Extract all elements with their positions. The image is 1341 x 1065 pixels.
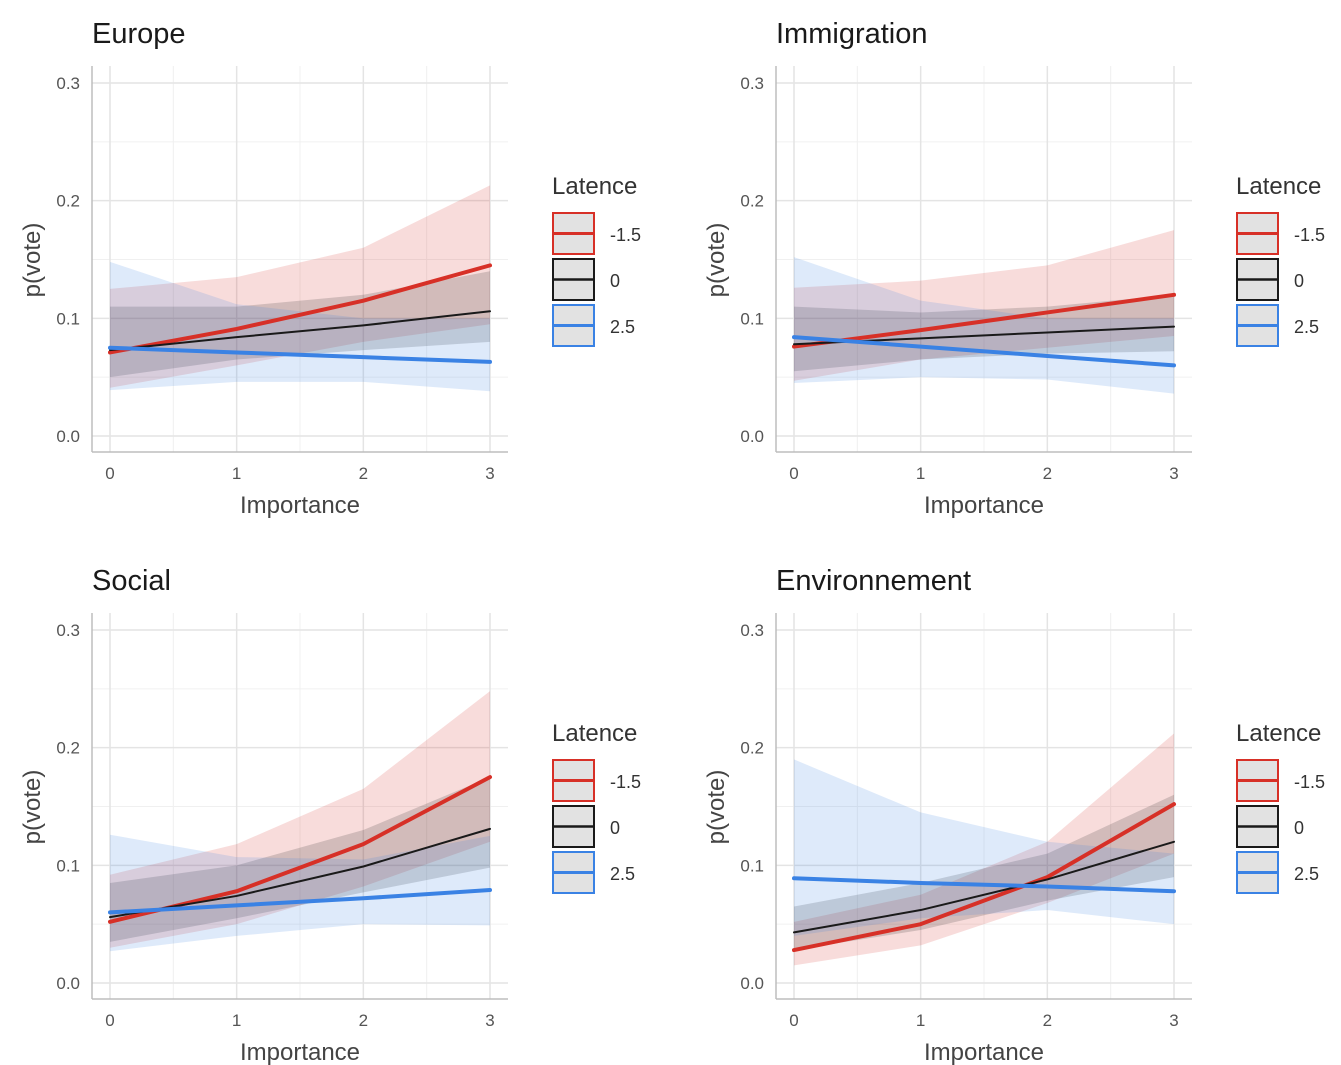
y-tick-label: 0.3 — [56, 74, 80, 93]
x-axis-label: Importance — [240, 492, 360, 519]
x-tick-label: 1 — [232, 1011, 241, 1030]
legend-label-2.5: 2.5 — [1294, 317, 1319, 337]
x-tick-label: 0 — [105, 464, 114, 483]
series-line--1.5 — [792, 292, 1176, 349]
facet-title: Social — [92, 565, 171, 597]
y-tick-label: 0.2 — [740, 192, 764, 211]
y-tick-label: 0.2 — [56, 739, 80, 758]
ci-ribbon-2.5 — [110, 834, 490, 952]
y-tick-label: 0.3 — [56, 621, 80, 640]
legend-label--1.5: -1.5 — [1294, 772, 1325, 792]
y-tick-label: 0.0 — [740, 427, 764, 446]
y-tick-label: 0.0 — [740, 974, 764, 993]
legend-title: Latence — [1236, 720, 1321, 747]
legend-label--1.5: -1.5 — [610, 225, 641, 245]
x-tick-label: 3 — [1169, 464, 1178, 483]
x-tick-label: 0 — [789, 464, 798, 483]
legend-label-2.5: 2.5 — [1294, 864, 1319, 884]
facet-title: Immigration — [776, 18, 928, 50]
legend: Latence -1.5 0 2.5 — [552, 173, 641, 347]
facet-title: Environnement — [776, 565, 971, 597]
ci-ribbon--1.5 — [794, 733, 1174, 966]
x-tick-label: 1 — [916, 1011, 925, 1030]
legend-label-0: 0 — [1294, 271, 1304, 291]
legend-label-0: 0 — [610, 818, 620, 838]
y-tick-label: 0.0 — [56, 974, 80, 993]
y-tick-label: 0.1 — [56, 309, 80, 328]
legend-title: Latence — [552, 720, 637, 747]
x-tick-label: 0 — [105, 1011, 114, 1030]
x-tick-label: 0 — [789, 1011, 798, 1030]
legend-title: Latence — [552, 173, 637, 200]
ci-ribbon-2.5 — [794, 759, 1174, 936]
facet-environnement: Environnement 0 1 2 3 0.0 0.1 0.2 0.3 Importance p… — [703, 565, 1325, 1065]
legend-label-2.5: 2.5 — [610, 317, 635, 337]
y-tick-label: 0.3 — [740, 621, 764, 640]
x-tick-label: 2 — [1043, 464, 1052, 483]
x-axis-label: Importance — [924, 492, 1044, 519]
legend-label-0: 0 — [610, 271, 620, 291]
x-axis-label: Importance — [924, 1039, 1044, 1065]
x-axis-label: Importance — [240, 1039, 360, 1065]
x-tick-label: 3 — [1169, 1011, 1178, 1030]
y-axis-label: p(vote) — [19, 223, 46, 298]
ci-ribbon-0 — [794, 794, 1174, 951]
legend-label-0: 0 — [1294, 818, 1304, 838]
y-tick-label: 0.1 — [56, 856, 80, 875]
series-line-2.5 — [108, 888, 492, 915]
series-line-0 — [109, 310, 491, 352]
series-line-0 — [109, 827, 491, 919]
y-axis-label: p(vote) — [703, 223, 730, 298]
legend-title: Latence — [1236, 173, 1321, 200]
y-tick-label: 0.1 — [740, 856, 764, 875]
y-tick-label: 0.0 — [56, 427, 80, 446]
series-line-0 — [793, 840, 1175, 934]
legend-label--1.5: -1.5 — [1294, 225, 1325, 245]
x-tick-label: 2 — [1043, 1011, 1052, 1030]
legend: Latence -1.5 0 2.5 — [552, 720, 641, 894]
y-tick-label: 0.1 — [740, 309, 764, 328]
y-axis-label: p(vote) — [703, 770, 730, 845]
legend-label-2.5: 2.5 — [610, 864, 635, 884]
x-tick-label: 1 — [232, 464, 241, 483]
facet-europe: Europe 0 1 2 3 0.0 0.1 0.2 0.3 Importance p(vote) L… — [19, 18, 641, 519]
y-tick-label: 0.2 — [56, 192, 80, 211]
y-tick-label: 0.3 — [740, 74, 764, 93]
series-line-2.5 — [792, 335, 1176, 368]
x-tick-label: 2 — [359, 464, 368, 483]
y-axis-label: p(vote) — [19, 770, 46, 845]
facet-immigration: Immigration 0 1 2 3 0.0 0.1 0.2 0.3 Importance p(v… — [703, 18, 1325, 519]
x-tick-label: 2 — [359, 1011, 368, 1030]
y-tick-label: 0.2 — [740, 739, 764, 758]
facet-social: Social 0 1 2 3 0.0 0.1 0.2 0.3 Importance p(vote) L… — [19, 565, 641, 1065]
ci-ribbon--1.5 — [110, 185, 490, 388]
ci-ribbon--1.5 — [110, 691, 490, 948]
series-line--1.5 — [108, 263, 492, 355]
series-line-2.5 — [792, 876, 1176, 894]
ci-ribbon-0 — [794, 294, 1174, 372]
legend-label--1.5: -1.5 — [610, 772, 641, 792]
facet-title: Europe — [92, 18, 186, 50]
x-tick-label: 1 — [916, 464, 925, 483]
x-tick-label: 3 — [485, 1011, 494, 1030]
legend: Latence -1.5 0 2.5 — [1236, 720, 1325, 894]
series-line--1.5 — [792, 802, 1176, 953]
legend: Latence -1.5 0 2.5 — [1236, 173, 1325, 347]
series-line-2.5 — [108, 345, 492, 364]
x-tick-label: 3 — [485, 464, 494, 483]
